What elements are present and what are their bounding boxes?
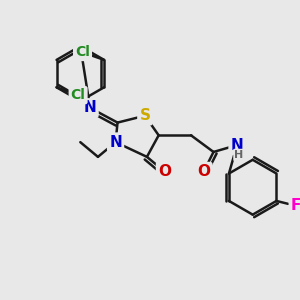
Text: N: N (84, 100, 97, 116)
Text: N: N (231, 138, 243, 153)
Text: N: N (109, 135, 122, 150)
Text: O: O (197, 164, 210, 179)
Text: Cl: Cl (71, 88, 86, 102)
Text: S: S (140, 108, 151, 123)
Text: F: F (291, 198, 300, 213)
Text: O: O (158, 164, 171, 179)
Text: Cl: Cl (75, 45, 90, 59)
Text: H: H (234, 150, 244, 160)
